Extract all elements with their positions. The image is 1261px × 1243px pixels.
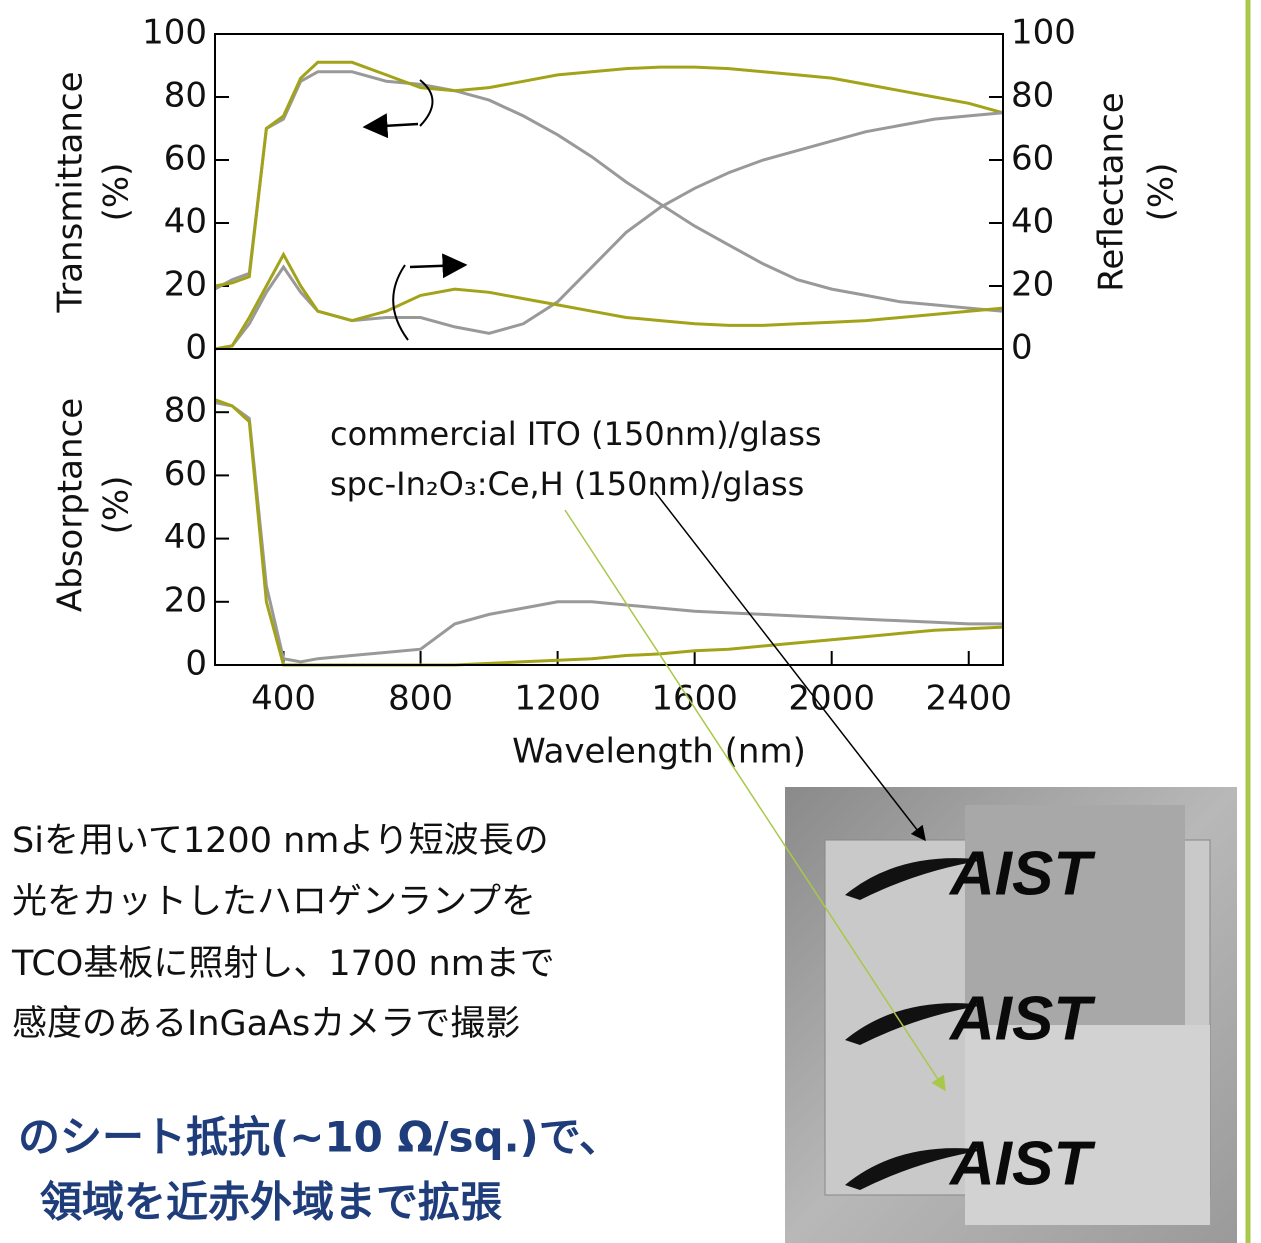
- y-axis-label: Transmittance: [51, 71, 91, 313]
- x-tick-label: 2000: [788, 679, 875, 719]
- y-tick-label: 60: [164, 454, 207, 494]
- y-tick-label: 0: [185, 328, 207, 368]
- caption-line: Siを用いて1200 nmより短波長の: [12, 821, 549, 861]
- caption-line: TCO基板に照射し、1700 nmまで: [11, 944, 555, 984]
- charts: 020406080100020406080100Transmittance(%)…: [51, 13, 1182, 772]
- y2-tick-label: 20: [1011, 265, 1054, 305]
- caption-line: 感度のあるInGaAsカメラで撮影: [12, 1004, 520, 1044]
- logo-text: AIST: [948, 839, 1096, 908]
- y-tick-label: 20: [164, 580, 207, 620]
- caption-line: 光をカットしたハロゲンランプを: [12, 882, 536, 922]
- x-tick-label: 800: [388, 679, 453, 719]
- series-line: [215, 255, 1003, 350]
- slide: 020406080100020406080100Transmittance(%)…: [0, 0, 1261, 1243]
- y2-axis-label: Reflectance: [1092, 92, 1132, 291]
- y-tick-label: 40: [164, 517, 207, 557]
- legend-entry: spc-In₂O₃:Ce,H (150nm)/glass: [330, 465, 804, 503]
- y-axis-label: (%): [97, 163, 137, 222]
- plot-frame: [215, 349, 1003, 665]
- legend-entry: commercial ITO (150nm)/glass: [330, 415, 822, 453]
- logo-text: AIST: [948, 1129, 1096, 1198]
- y-tick-label: 80: [164, 391, 207, 431]
- y-tick-label: 20: [164, 265, 207, 305]
- x-tick-label: 400: [251, 679, 316, 719]
- series-line: [215, 72, 1003, 311]
- y-tick-label: 100: [142, 13, 207, 53]
- y2-tick-label: 100: [1011, 13, 1076, 53]
- y-tick-label: 60: [164, 139, 207, 179]
- logo-text: AIST: [948, 984, 1096, 1053]
- annotation-arrow: [410, 265, 465, 267]
- headline-line: のシート抵抗(~10 Ω/sq.)で、: [18, 1113, 621, 1162]
- y2-tick-label: 80: [1011, 76, 1054, 116]
- y-tick-label: 80: [164, 76, 207, 116]
- plot-frame: [215, 34, 1003, 349]
- x-tick-label: 1200: [514, 679, 601, 719]
- y-tick-label: 40: [164, 202, 207, 242]
- y-tick-label: 0: [185, 644, 207, 684]
- y2-tick-label: 60: [1011, 139, 1054, 179]
- x-tick-label: 2400: [925, 679, 1012, 719]
- annotation-arrow: [365, 124, 418, 127]
- x-tick-label: 1600: [651, 679, 738, 719]
- y-axis-label: (%): [97, 476, 137, 535]
- y2-tick-label: 0: [1011, 328, 1033, 368]
- series-line: [215, 62, 1003, 286]
- x-axis-label: Wavelength (nm): [512, 732, 806, 772]
- y-axis-label: Absorptance: [51, 398, 91, 612]
- headline-line: 領域を近赤外域まで拡張: [40, 1178, 502, 1227]
- photo: AIST AIST AIST: [785, 787, 1237, 1243]
- y2-tick-label: 40: [1011, 202, 1054, 242]
- y2-axis-label: (%): [1142, 163, 1182, 222]
